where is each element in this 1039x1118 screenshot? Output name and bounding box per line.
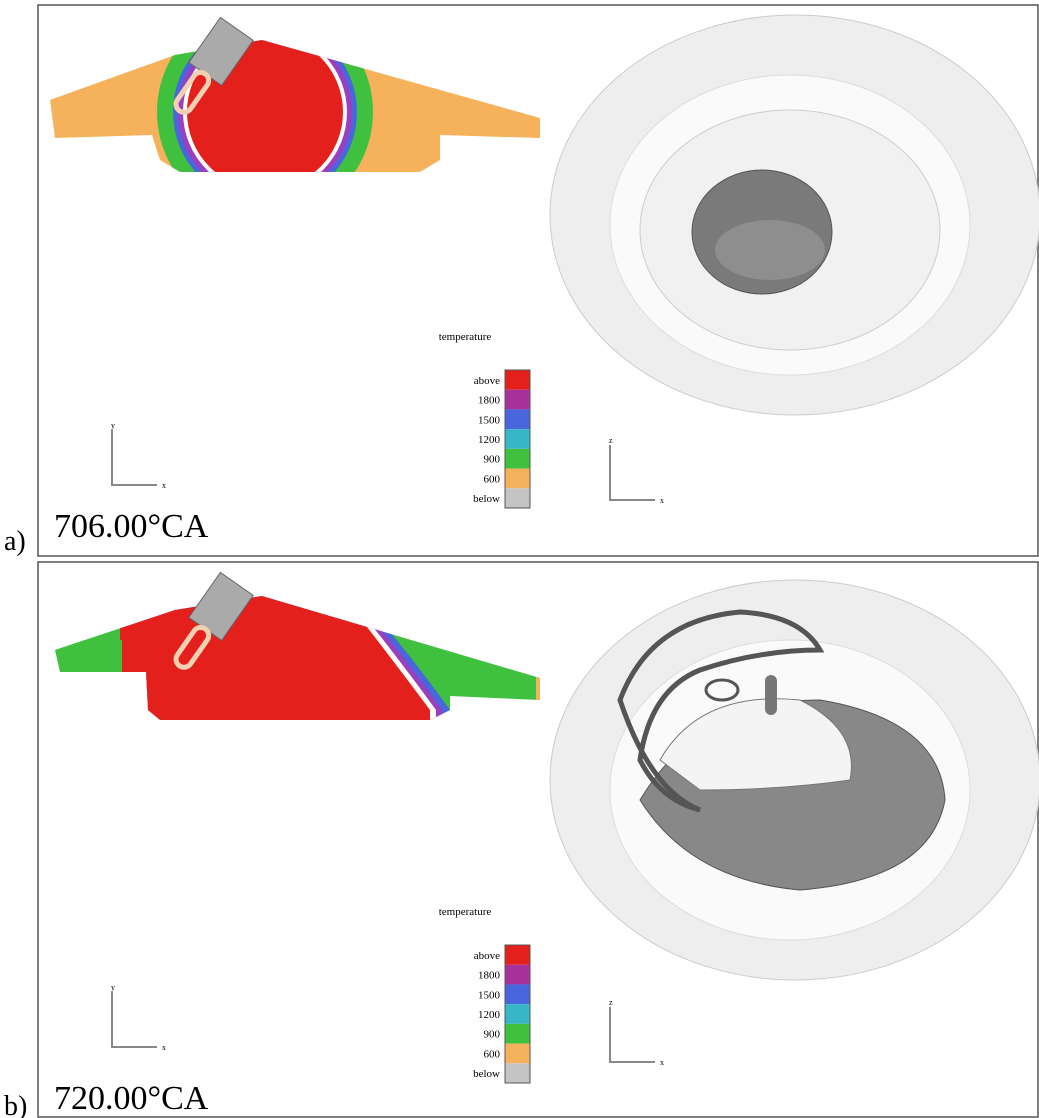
legend-label: below (473, 1068, 500, 1080)
legend-label: 1500 (478, 989, 501, 1001)
panel-label: b) (4, 1091, 27, 1118)
legend-label: 900 (484, 454, 501, 466)
triad-label: z (609, 998, 613, 1007)
legend-label: below (473, 493, 500, 505)
legend-swatch (505, 390, 530, 410)
legend-swatch (505, 945, 530, 965)
legend-label: 1200 (478, 1009, 501, 1021)
legend-title: temperature (439, 331, 492, 343)
triad-label: y (111, 421, 115, 430)
legend-label: above (474, 375, 500, 387)
triad-label: x (660, 1058, 664, 1067)
legend-swatch (505, 429, 530, 449)
triad-label: x (162, 481, 166, 490)
panel-a (38, 4, 1039, 556)
time-label: 720.00°CA (54, 1080, 209, 1117)
legend-label: 900 (484, 1029, 501, 1041)
triad-label: x (162, 1043, 166, 1052)
legend-label: 600 (484, 473, 501, 485)
legend-label: 600 (484, 1048, 501, 1060)
legend-swatch (505, 370, 530, 390)
cross-section (40, 4, 560, 220)
legend-title: temperature (439, 906, 492, 918)
legend-swatch (505, 984, 530, 1004)
legend-label: 1200 (478, 434, 501, 446)
axis-triad (610, 1007, 655, 1062)
legend-label: above (474, 950, 500, 962)
legend-swatch (505, 409, 530, 429)
3d-view (550, 15, 1039, 415)
legend-label: 1800 (478, 970, 501, 982)
axis-triad (112, 430, 157, 485)
legend-swatch (505, 449, 530, 469)
figure: a) 706.00°CA temperature above 1800 1500 1200 9… (0, 0, 1039, 1118)
triad-label: y (111, 983, 115, 992)
panel-annotations: a) 706.00°CA temperature above 1800 1500 1200 9… (4, 331, 664, 557)
page: a) 706.00°CA temperature above 1800 1500 1200 9… (0, 0, 1039, 1118)
triad-label: x (660, 496, 664, 505)
legend-label: 1800 (478, 395, 501, 407)
legend-swatch (505, 1024, 530, 1044)
cross-section (40, 580, 560, 730)
legend-swatch (505, 1044, 530, 1064)
legend-swatch (505, 488, 530, 508)
legend-label: 1500 (478, 414, 501, 426)
legend-swatch (505, 1063, 530, 1083)
3d-view (550, 580, 1039, 980)
legend-swatch (505, 1004, 530, 1024)
legend-swatch (505, 965, 530, 985)
axis-triad (112, 992, 157, 1047)
axis-triad (610, 445, 655, 500)
legend-swatch (505, 469, 530, 489)
panel-b (38, 562, 1039, 1117)
panel-annotations: b) 720.00°CA temperature above 1800 1500 1200 9… (4, 906, 664, 1118)
panel-label: a) (4, 526, 26, 557)
time-label: 706.00°CA (54, 508, 209, 545)
triad-label: z (609, 436, 613, 445)
